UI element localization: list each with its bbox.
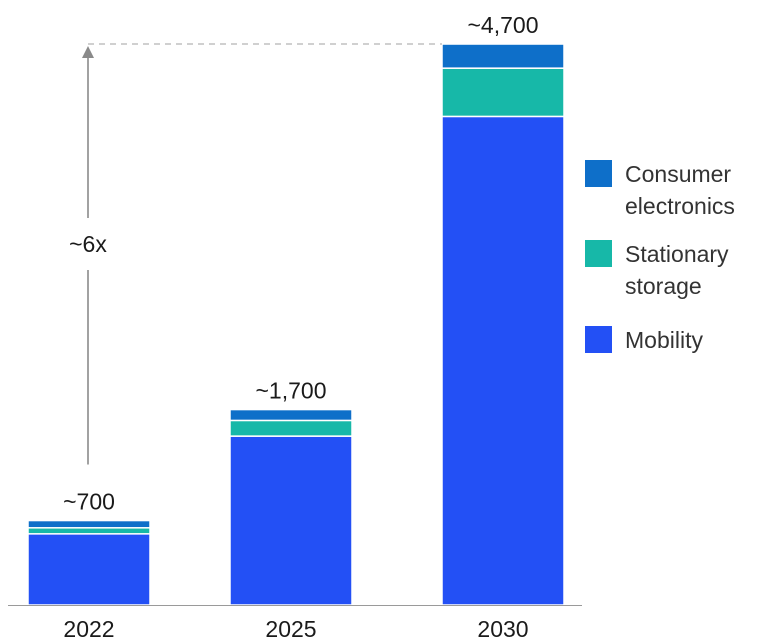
growth-multiplier-label: ~6x [69, 231, 107, 257]
legend-label-consumer-electronics-line-2: electronics [625, 193, 735, 219]
legend-label-stationary-storage-line-1: Stationary [625, 241, 729, 267]
x-tick-label-2022: 2022 [63, 616, 114, 641]
x-tick-label-2030: 2030 [477, 616, 528, 641]
legend-swatch-consumer-electronics [585, 160, 612, 187]
bar-segment-2022-consumer-electronics [27, 519, 151, 529]
x-tick-label-2025: 2025 [265, 616, 316, 641]
total-labels-group: ~700 ~1,700 ~4,700 [63, 12, 538, 515]
total-label-2022: ~700 [63, 489, 115, 515]
bar-segment-2030-mobility [441, 115, 565, 606]
bar-segment-2030-stationary-storage [441, 67, 565, 118]
x-axis: 2022 2025 2030 [8, 605, 582, 641]
bar-segment-2030-consumer-electronics [441, 43, 565, 69]
total-label-2025: ~1,700 [256, 378, 327, 404]
bar-segment-2025-consumer-electronics [229, 408, 353, 422]
legend: Consumer electronics Stationary storage Mobi… [585, 160, 735, 353]
bar-segment-2025-mobility [229, 435, 353, 606]
bar-segment-2022-stationary-storage [27, 527, 151, 535]
bars-group [27, 43, 565, 606]
bar-segment-2025-stationary-storage [229, 419, 353, 437]
legend-label-consumer-electronics-line-1: Consumer [625, 161, 731, 187]
bar-segment-2022-mobility [27, 533, 151, 606]
legend-label-stationary-storage-line-2: storage [625, 273, 702, 299]
total-label-2030: ~4,700 [468, 12, 539, 38]
growth-annotation: ~6x [69, 43, 442, 465]
legend-label-mobility-line-1: Mobility [625, 327, 703, 353]
legend-swatch-mobility [585, 326, 612, 353]
growth-arrow-head [82, 46, 94, 59]
legend-swatch-stationary-storage [585, 240, 612, 267]
